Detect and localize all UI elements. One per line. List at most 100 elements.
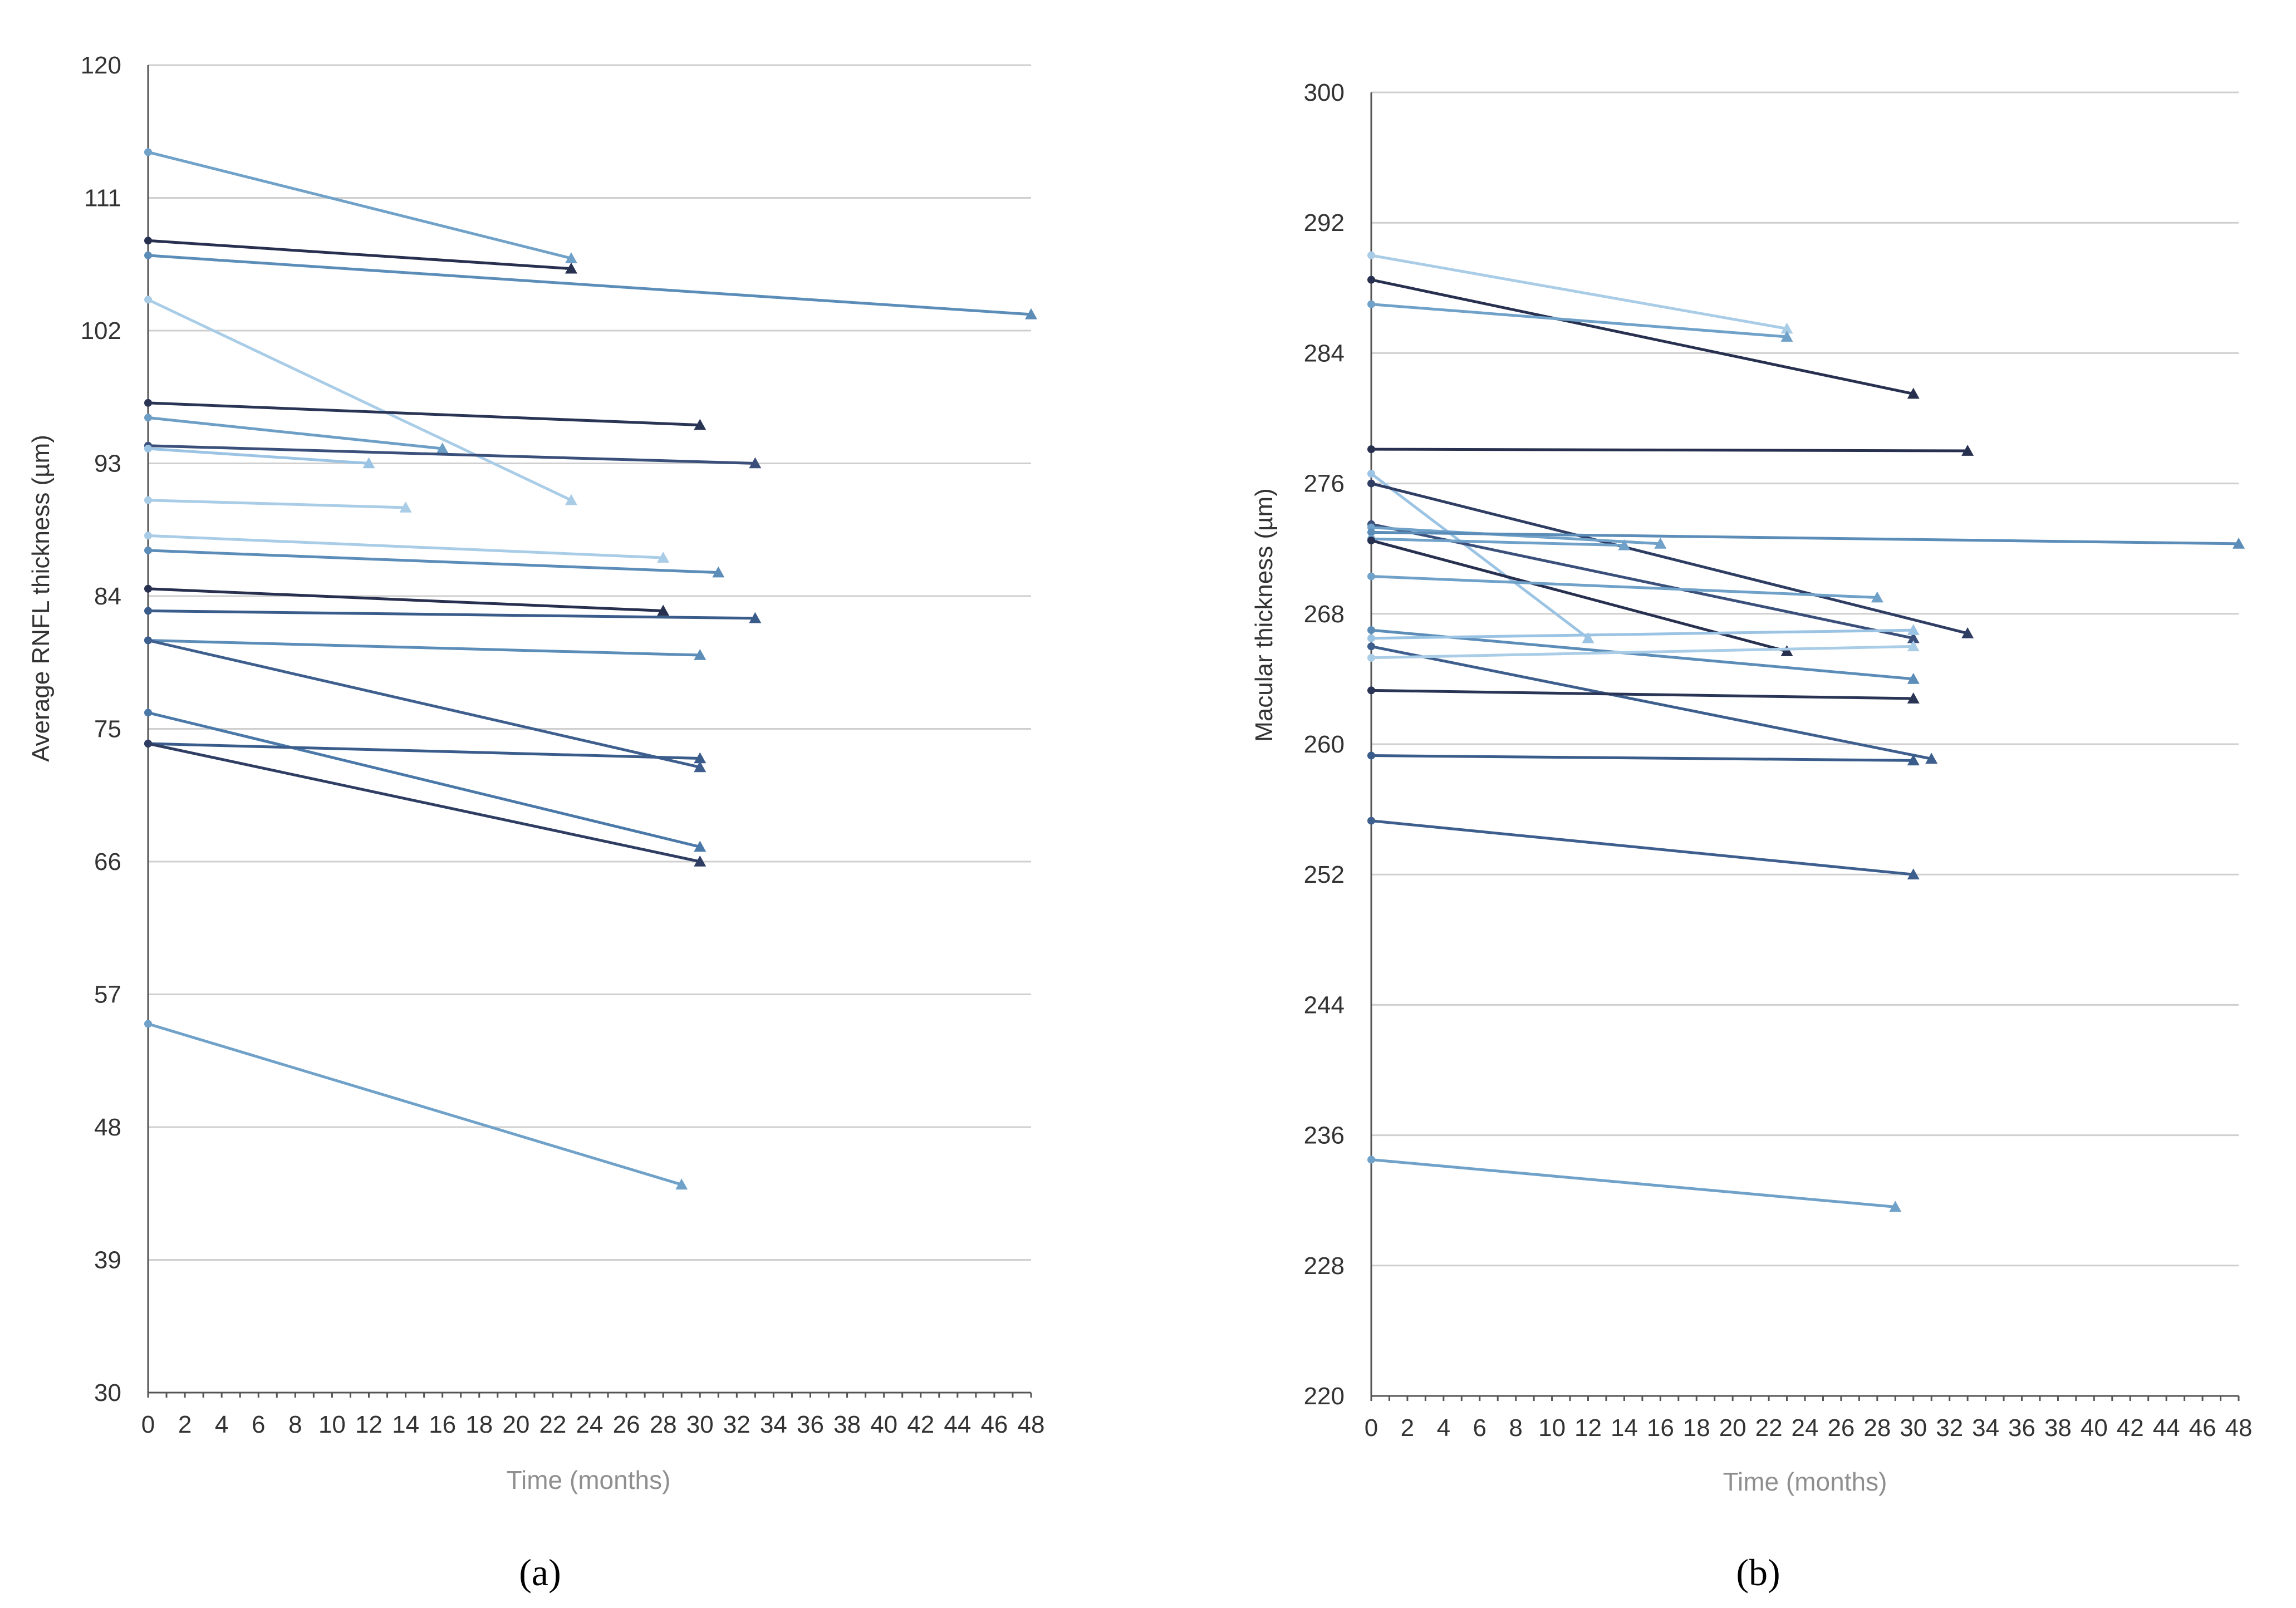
x-tick-label: 48 <box>1018 1411 1045 1438</box>
x-tick-label: 24 <box>576 1411 604 1438</box>
series-line-eye-12 <box>146 587 665 612</box>
series-line-eye-19 <box>1370 819 1915 876</box>
x-tick-label: 2 <box>178 1411 192 1438</box>
data-point-start <box>144 546 152 554</box>
series-line-eye-17 <box>1370 689 1915 700</box>
data-point-start <box>144 607 152 615</box>
data-point-marker <box>1907 624 1920 635</box>
data-point-marker <box>565 262 577 274</box>
series-line-eye-1 <box>1370 254 1788 330</box>
series-line-eye-10 <box>1370 537 1626 547</box>
data-point-marker <box>1780 331 1793 342</box>
data-point-marker <box>694 419 707 430</box>
x-tick-label: 20 <box>1719 1414 1746 1442</box>
y-tick-label: 228 <box>1304 1252 1345 1280</box>
data-point-marker <box>1907 632 1920 643</box>
series-line-eye-14 <box>146 639 701 657</box>
series-line-eye-13 <box>146 609 757 620</box>
x-tick-label: 36 <box>2008 1414 2035 1442</box>
series-line-eye-14 <box>1370 628 1915 640</box>
series-line-eye-4 <box>1370 448 1969 453</box>
data-point-marker <box>749 612 762 623</box>
data-point-marker <box>1907 754 1920 766</box>
series-line-eye-7 <box>146 444 757 465</box>
x-tick-label: 46 <box>980 1411 1008 1438</box>
data-point-start <box>144 636 152 645</box>
series-line-eye-6 <box>146 416 444 450</box>
axes <box>1370 92 2240 1401</box>
y-tick-label: 75 <box>94 716 121 743</box>
series-line-eye-3 <box>1370 303 1788 338</box>
data-point-start <box>1367 445 1375 454</box>
data-point-start <box>144 237 152 245</box>
x-tick-label: 42 <box>907 1411 934 1438</box>
data-point-marker <box>362 457 375 469</box>
y-tick-label: 236 <box>1304 1122 1345 1149</box>
series-line-eye-8 <box>146 447 370 465</box>
series-line-eye-18 <box>146 742 701 863</box>
y-tick-label: 292 <box>1304 209 1345 237</box>
y-tick-label: 120 <box>81 52 121 79</box>
y-axis-title: Macular thickness (µm) <box>1250 488 1278 742</box>
x-tick-label: 30 <box>1900 1414 1927 1442</box>
data-point-start <box>144 296 152 304</box>
series-line-eye-7 <box>1370 523 1915 640</box>
y-tick-label: 284 <box>1304 340 1345 367</box>
x-tick-label: 22 <box>539 1411 566 1438</box>
data-point-marker <box>1871 591 1883 603</box>
data-point-start <box>1367 276 1375 284</box>
series-line-eye-15 <box>1370 645 1933 760</box>
data-point-marker <box>399 501 412 513</box>
data-point-start <box>144 445 152 453</box>
series-line-eye-4 <box>146 298 573 502</box>
series-line-eye-16 <box>1370 645 1915 660</box>
data-point-start <box>1367 528 1375 537</box>
y-tick-label: 39 <box>94 1247 121 1274</box>
data-point-start <box>144 740 152 748</box>
series-line-eye-20 <box>1370 1158 1897 1208</box>
data-point-marker <box>694 649 707 660</box>
y-tick-label: 84 <box>94 583 121 610</box>
x-tick-label: 40 <box>2081 1414 2108 1442</box>
data-point-marker <box>1907 672 1920 684</box>
x-tick-label: 20 <box>502 1411 529 1438</box>
data-point-marker <box>675 1178 688 1190</box>
data-point-marker <box>1618 539 1631 550</box>
grid-lines <box>148 64 1031 1261</box>
data-point-start <box>144 414 152 422</box>
y-tick-label: 244 <box>1304 991 1345 1019</box>
x-tick-label: 38 <box>833 1411 861 1438</box>
x-tick-label: 8 <box>288 1411 302 1438</box>
x-tick-label: 38 <box>2044 1414 2072 1442</box>
data-point-start <box>1367 686 1375 695</box>
axes <box>147 65 1032 1398</box>
panel-label: (b) <box>1736 1551 1780 1594</box>
x-tick-label: 6 <box>252 1411 265 1438</box>
data-point-marker <box>694 840 707 852</box>
data-point-start <box>144 496 152 504</box>
data-point-start <box>1367 572 1375 581</box>
x-tick-label: 16 <box>1647 1414 1674 1442</box>
x-tick-label: 30 <box>686 1411 714 1438</box>
data-point-marker <box>1961 627 1974 638</box>
data-point-start <box>144 1020 152 1028</box>
data-point-marker <box>1907 868 1920 879</box>
x-tick-label: 8 <box>1509 1414 1522 1442</box>
data-point-marker <box>694 855 707 867</box>
y-tick-label: 66 <box>94 848 121 876</box>
series-line-eye-6 <box>1370 482 1969 635</box>
series-line-eye-17 <box>146 742 701 760</box>
data-point-marker <box>436 442 449 454</box>
data-point-start <box>1367 642 1375 651</box>
data-point-start <box>144 251 152 259</box>
x-tick-label: 0 <box>1365 1414 1378 1442</box>
x-tick-label: 14 <box>392 1411 419 1438</box>
x-tick-label: 42 <box>2117 1414 2144 1442</box>
x-tick-label: 18 <box>1683 1414 1710 1442</box>
data-point-marker <box>694 761 707 773</box>
y-tick-label: 48 <box>94 1114 121 1141</box>
data-point-start <box>1367 251 1375 259</box>
data-point-marker <box>657 552 670 563</box>
